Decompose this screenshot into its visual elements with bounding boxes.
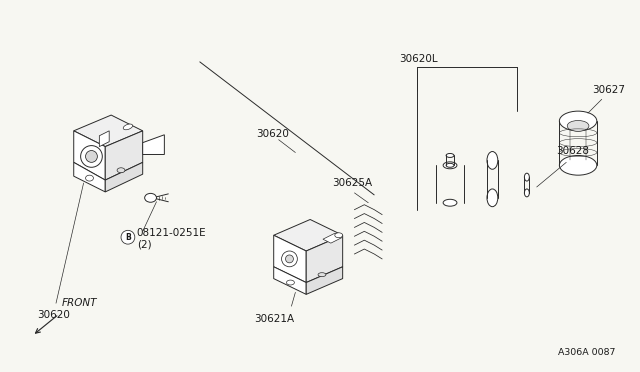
Ellipse shape bbox=[524, 189, 529, 197]
Circle shape bbox=[121, 230, 135, 244]
Polygon shape bbox=[274, 219, 342, 251]
Polygon shape bbox=[74, 131, 105, 180]
Ellipse shape bbox=[282, 251, 298, 267]
Polygon shape bbox=[274, 267, 306, 294]
Polygon shape bbox=[105, 131, 143, 180]
Ellipse shape bbox=[86, 151, 97, 162]
Polygon shape bbox=[74, 115, 143, 147]
Polygon shape bbox=[74, 162, 105, 192]
Ellipse shape bbox=[559, 111, 597, 131]
Text: (2): (2) bbox=[137, 239, 152, 249]
Polygon shape bbox=[143, 135, 164, 154]
Ellipse shape bbox=[524, 173, 529, 181]
Ellipse shape bbox=[86, 175, 93, 181]
Polygon shape bbox=[306, 267, 342, 294]
Ellipse shape bbox=[124, 124, 132, 130]
Ellipse shape bbox=[446, 163, 454, 167]
Ellipse shape bbox=[335, 233, 342, 238]
Polygon shape bbox=[105, 162, 143, 192]
Ellipse shape bbox=[287, 280, 294, 285]
Polygon shape bbox=[306, 235, 342, 283]
Polygon shape bbox=[99, 131, 109, 147]
Ellipse shape bbox=[443, 162, 457, 169]
Text: 30621A: 30621A bbox=[254, 314, 294, 324]
Polygon shape bbox=[274, 235, 306, 283]
Ellipse shape bbox=[487, 151, 498, 169]
Ellipse shape bbox=[446, 154, 454, 157]
Text: FRONT: FRONT bbox=[62, 298, 97, 308]
Ellipse shape bbox=[81, 145, 102, 167]
Text: A306A 0087: A306A 0087 bbox=[558, 349, 616, 357]
Polygon shape bbox=[323, 233, 342, 243]
Ellipse shape bbox=[318, 273, 326, 277]
Ellipse shape bbox=[443, 199, 457, 206]
Ellipse shape bbox=[285, 255, 293, 263]
Ellipse shape bbox=[145, 193, 156, 202]
Text: 08121-0251E: 08121-0251E bbox=[137, 228, 207, 238]
Ellipse shape bbox=[567, 121, 589, 131]
Text: B: B bbox=[125, 233, 131, 242]
Ellipse shape bbox=[559, 155, 597, 175]
Text: 30628: 30628 bbox=[556, 147, 589, 157]
Text: 30625A: 30625A bbox=[332, 178, 372, 188]
Ellipse shape bbox=[487, 189, 498, 207]
Text: 30627: 30627 bbox=[592, 85, 625, 95]
Ellipse shape bbox=[117, 168, 125, 173]
Text: 30620: 30620 bbox=[256, 129, 289, 139]
Text: 30620: 30620 bbox=[37, 310, 70, 320]
Text: 30620L: 30620L bbox=[399, 54, 437, 64]
